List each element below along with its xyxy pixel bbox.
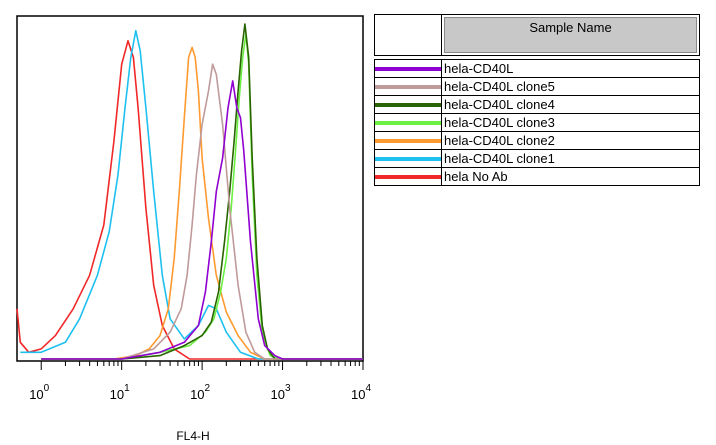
legend-swatch-cell [374,167,442,186]
legend-row: hela-CD40L clone5 [374,77,700,96]
legend-row: hela-CD40L clone2 [374,131,700,150]
legend-swatch-cell [374,95,442,114]
legend-header-row: Sample Name [374,14,700,56]
legend-row: hela No Ab [374,167,700,186]
x-axis-ticks: 100 101 102 103 104 [29,361,371,402]
legend-row: hela-CD40L [374,59,700,78]
legend-label: hela No Ab [441,167,700,186]
legend-label: hela-CD40L [441,59,700,78]
legend-swatch [375,102,441,107]
x-tick-label: 101 [110,383,130,402]
legend-row: hela-CD40L clone1 [374,149,700,168]
legend-swatch-cell [374,59,442,78]
legend-swatch [375,120,441,125]
series-line-hela-cd40l-clone4 [41,23,363,360]
legend-swatch [375,156,441,161]
legend-swatch-cell [374,131,442,150]
legend-swatch-cell [374,77,442,96]
x-tick-label: 100 [29,383,49,402]
x-tick-label: 103 [271,383,291,402]
legend-header-cell: Sample Name [441,14,700,56]
series-group [16,23,363,360]
legend-label: hela-CD40L clone1 [441,149,700,168]
legend-label: hela-CD40L clone4 [441,95,700,114]
x-tick-label: 102 [190,383,210,402]
x-axis-title: FL4-H [176,429,209,443]
legend-swatch [375,66,441,71]
legend-swatch-cell [374,149,442,168]
histogram-plot: 100 101 102 103 104 FL4-H [16,15,371,443]
legend: Sample Name hela-CD40L hela-CD40L clone5 h… [374,14,700,186]
series-line-hela-cd40l-clone5 [41,63,363,360]
legend-row: hela-CD40L clone3 [374,113,700,132]
series-line-hela-cd40l [41,80,363,360]
plot-frame [16,15,364,362]
legend-header-label[interactable]: Sample Name [444,17,697,53]
legend-label: hela-CD40L clone2 [441,131,700,150]
series-line-hela-cd40l-clone2 [41,46,363,360]
legend-swatch [375,138,441,143]
legend-swatch [375,174,441,179]
legend-header-swatch-cell [374,14,442,56]
series-line-hela-cd40l-clone1 [20,29,363,360]
legend-swatch [375,84,441,89]
legend-swatch-cell [374,113,442,132]
legend-label: hela-CD40L clone5 [441,77,700,96]
legend-label: hela-CD40L clone3 [441,113,700,132]
legend-row: hela-CD40L clone4 [374,95,700,114]
x-tick-label: 104 [351,383,371,402]
